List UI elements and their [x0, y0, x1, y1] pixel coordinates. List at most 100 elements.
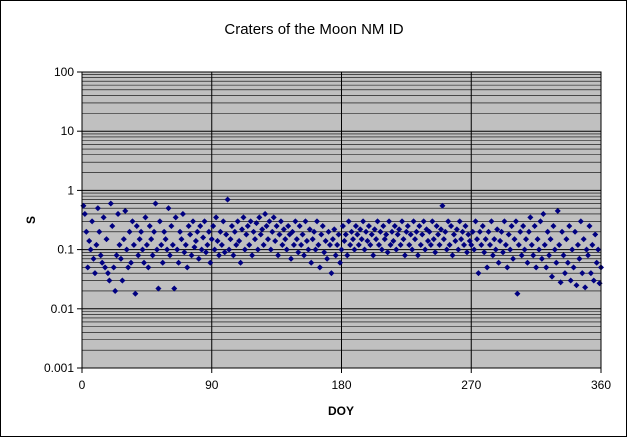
data-point	[296, 222, 303, 230]
data-point	[220, 218, 227, 225]
x-tick-label: 90	[205, 378, 219, 392]
y-tick-label: 0.01	[51, 302, 75, 316]
data-point	[184, 264, 191, 271]
data-point	[86, 237, 93, 245]
data-point	[234, 218, 241, 225]
data-point	[101, 264, 109, 271]
data-point	[266, 218, 273, 225]
data-point	[211, 246, 218, 253]
data-point	[305, 246, 312, 253]
data-point	[531, 222, 538, 230]
data-point	[251, 236, 259, 243]
data-point	[204, 241, 211, 248]
data-point	[370, 252, 377, 259]
data-points	[80, 196, 605, 297]
data-point	[538, 255, 545, 262]
data-point	[517, 228, 524, 235]
data-point	[339, 222, 347, 230]
data-point	[175, 259, 182, 266]
data-point	[123, 246, 130, 253]
data-point	[361, 246, 368, 253]
data-point	[433, 222, 440, 230]
data-point	[413, 228, 420, 235]
data-point	[233, 241, 240, 248]
data-point	[135, 252, 142, 259]
data-point	[249, 252, 256, 259]
data-point	[396, 226, 403, 233]
data-point	[465, 231, 472, 238]
data-point	[475, 270, 482, 277]
data-point	[543, 264, 550, 271]
data-point	[423, 226, 430, 233]
data-point	[285, 222, 292, 230]
data-point	[420, 218, 427, 225]
data-point	[99, 259, 106, 266]
data-point	[132, 290, 139, 297]
x-tick-label: 360	[591, 378, 611, 392]
data-point	[527, 214, 534, 221]
data-point	[241, 246, 248, 253]
data-point	[272, 237, 279, 245]
data-point	[429, 218, 436, 225]
data-point	[521, 246, 528, 253]
data-point	[243, 231, 250, 238]
data-point	[253, 220, 260, 227]
data-point	[315, 241, 322, 248]
data-point	[453, 226, 460, 233]
data-point	[498, 228, 505, 235]
data-point	[459, 228, 466, 235]
data-point	[247, 218, 254, 225]
data-point	[127, 259, 135, 266]
data-point	[223, 231, 230, 238]
data-point	[419, 231, 426, 238]
data-point	[230, 252, 237, 259]
data-point	[336, 259, 344, 266]
data-point	[267, 246, 274, 253]
data-point	[112, 287, 119, 295]
data-point	[236, 237, 243, 245]
data-point	[390, 237, 397, 245]
data-point	[590, 277, 597, 284]
data-point	[440, 236, 447, 243]
data-point	[274, 252, 282, 259]
data-point	[328, 270, 335, 277]
data-point	[488, 218, 495, 225]
data-point	[246, 241, 253, 248]
data-point	[238, 226, 246, 233]
data-point	[153, 246, 161, 253]
data-point	[393, 246, 400, 253]
data-point	[215, 252, 223, 259]
y-tick-label: 10	[61, 124, 75, 138]
data-point	[259, 226, 266, 233]
data-point	[113, 252, 120, 259]
data-point	[312, 246, 319, 253]
data-point	[378, 246, 385, 253]
data-point	[205, 228, 212, 235]
data-point	[335, 231, 342, 238]
y-tick-label: 100	[54, 65, 74, 79]
data-point	[406, 241, 413, 248]
data-point	[277, 218, 285, 225]
data-point	[416, 222, 423, 230]
data-point	[87, 246, 94, 253]
data-point	[561, 270, 569, 277]
data-point	[391, 222, 398, 230]
data-point	[365, 222, 372, 230]
data-point	[495, 259, 502, 266]
data-point	[289, 228, 296, 235]
data-point	[96, 228, 103, 235]
data-point	[316, 264, 323, 271]
data-point	[298, 241, 305, 248]
data-point	[165, 205, 172, 212]
data-point	[306, 226, 313, 233]
data-point	[401, 252, 409, 259]
data-point	[152, 200, 159, 207]
data-point	[384, 249, 391, 256]
data-point	[501, 218, 508, 225]
data-point	[494, 226, 501, 233]
data-point	[524, 259, 531, 266]
data-point	[584, 252, 592, 259]
data-point	[179, 210, 186, 218]
